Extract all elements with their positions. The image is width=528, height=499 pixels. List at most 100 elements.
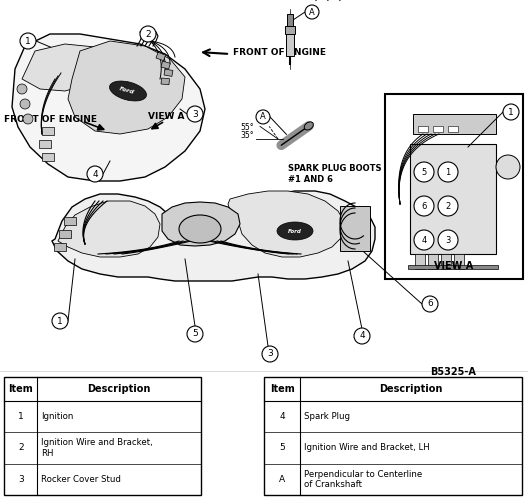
- Circle shape: [256, 110, 270, 124]
- Polygon shape: [162, 202, 240, 246]
- Circle shape: [23, 114, 33, 124]
- Ellipse shape: [179, 215, 221, 243]
- Bar: [418, 126, 428, 132]
- Circle shape: [17, 84, 27, 94]
- Circle shape: [52, 313, 68, 329]
- Text: Description: Description: [380, 384, 443, 394]
- Circle shape: [414, 196, 434, 216]
- Text: 35°: 35°: [240, 131, 254, 140]
- Text: 4: 4: [359, 331, 365, 340]
- Bar: [42, 127, 54, 135]
- Polygon shape: [58, 201, 160, 257]
- Text: 1: 1: [18, 412, 24, 421]
- Text: 6: 6: [421, 202, 427, 211]
- Circle shape: [438, 230, 458, 250]
- Circle shape: [20, 99, 30, 109]
- Text: Ignition Wire and Bracket,
RH: Ignition Wire and Bracket, RH: [42, 438, 153, 458]
- Text: 5: 5: [421, 168, 427, 177]
- Text: FRONT OF ENGINE: FRONT OF ENGINE: [4, 114, 97, 123]
- Text: 2: 2: [18, 443, 24, 452]
- Bar: [410, 144, 496, 254]
- Text: Item: Item: [8, 384, 33, 394]
- Text: VIEW A: VIEW A: [435, 261, 474, 271]
- Circle shape: [438, 196, 458, 216]
- Text: 5: 5: [192, 329, 198, 338]
- Bar: [64, 217, 76, 225]
- Text: FRONT OF ENGINE: FRONT OF ENGINE: [233, 47, 326, 56]
- Polygon shape: [52, 191, 375, 281]
- Circle shape: [140, 26, 156, 42]
- Ellipse shape: [109, 81, 146, 101]
- Text: A: A: [309, 7, 315, 16]
- Circle shape: [187, 326, 203, 342]
- Text: 1: 1: [508, 107, 514, 116]
- Text: 1: 1: [57, 316, 63, 325]
- Text: 3: 3: [445, 236, 451, 245]
- Text: 2: 2: [446, 202, 450, 211]
- Bar: [441, 254, 451, 269]
- Text: Ford: Ford: [119, 86, 135, 95]
- Circle shape: [87, 166, 103, 182]
- Text: 55°: 55°: [240, 122, 254, 132]
- Bar: [4, 377, 201, 495]
- Text: 4: 4: [92, 170, 98, 179]
- Bar: [408, 265, 498, 269]
- Bar: [161, 78, 169, 85]
- Bar: [264, 377, 522, 495]
- Circle shape: [414, 162, 434, 182]
- Circle shape: [422, 296, 438, 312]
- Circle shape: [305, 5, 319, 19]
- Text: 3: 3: [18, 475, 24, 484]
- Text: 3: 3: [192, 109, 198, 118]
- Bar: [433, 126, 443, 132]
- Ellipse shape: [277, 222, 313, 240]
- Circle shape: [503, 104, 519, 120]
- Bar: [340, 206, 370, 251]
- Text: Ford: Ford: [288, 229, 302, 234]
- Text: 2: 2: [145, 29, 151, 38]
- Text: Item: Item: [270, 384, 295, 394]
- Text: Description: Description: [88, 384, 151, 394]
- Bar: [413, 114, 496, 134]
- Text: 3: 3: [267, 349, 273, 358]
- Bar: [54, 243, 66, 251]
- Bar: [287, 14, 293, 26]
- Text: Ignition Wire and Bracket, LH: Ignition Wire and Bracket, LH: [304, 443, 430, 452]
- Text: SPARK PLUG BOOTS
#2, 3, 4, AND 5: SPARK PLUG BOOTS #2, 3, 4, AND 5: [302, 0, 395, 2]
- Bar: [428, 254, 438, 269]
- Text: 4: 4: [421, 236, 427, 245]
- Text: B5325-A: B5325-A: [430, 367, 476, 377]
- Text: 6: 6: [427, 299, 433, 308]
- Bar: [285, 26, 295, 34]
- Circle shape: [354, 328, 370, 344]
- Text: Perpendicular to Centerline
of Crankshaft: Perpendicular to Centerline of Crankshaf…: [304, 470, 422, 489]
- Circle shape: [496, 155, 520, 179]
- Bar: [59, 230, 71, 238]
- Bar: [39, 140, 51, 148]
- Bar: [415, 254, 425, 269]
- Polygon shape: [22, 44, 100, 91]
- Bar: [164, 69, 173, 76]
- Ellipse shape: [304, 122, 313, 130]
- Bar: [286, 34, 294, 56]
- Text: Spark Plug: Spark Plug: [304, 412, 350, 421]
- Polygon shape: [228, 191, 345, 257]
- Text: 5: 5: [279, 443, 285, 452]
- Text: A: A: [279, 475, 285, 484]
- Text: 1: 1: [25, 36, 31, 45]
- Circle shape: [187, 106, 203, 122]
- Polygon shape: [12, 34, 205, 181]
- Text: 1: 1: [446, 168, 450, 177]
- Bar: [448, 126, 458, 132]
- Text: Ignition: Ignition: [42, 412, 74, 421]
- Bar: [385, 94, 523, 279]
- Circle shape: [414, 230, 434, 250]
- Text: 4: 4: [279, 412, 285, 421]
- Polygon shape: [68, 41, 185, 134]
- Circle shape: [262, 346, 278, 362]
- Text: VIEW A: VIEW A: [148, 111, 184, 120]
- Bar: [156, 52, 166, 61]
- Bar: [42, 153, 54, 161]
- Text: Rocker Cover Stud: Rocker Cover Stud: [42, 475, 121, 484]
- Text: A: A: [260, 112, 266, 121]
